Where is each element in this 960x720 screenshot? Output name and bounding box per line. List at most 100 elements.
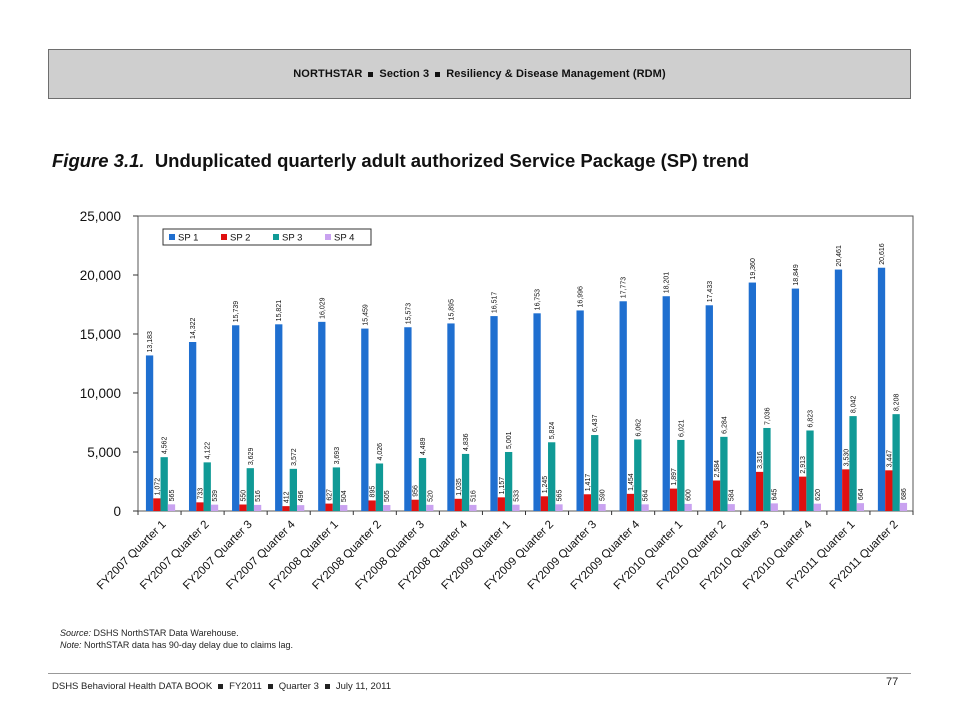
note-text: NorthSTAR data has 90-day delay due to c… — [84, 640, 293, 650]
bar-sp1 — [576, 310, 584, 511]
data-label: 600 — [686, 489, 693, 501]
data-label: 20,616 — [879, 243, 886, 265]
data-label: 15,895 — [448, 299, 455, 321]
figure-label: Figure 3.1. — [52, 150, 145, 171]
bar-sp3 — [892, 414, 900, 511]
data-label: 14,322 — [190, 317, 197, 339]
data-label: 565 — [169, 490, 176, 502]
data-label: 4,122 — [205, 442, 212, 460]
data-label: 2,584 — [714, 460, 721, 478]
data-label: 5,824 — [549, 422, 556, 440]
bar-sp2 — [497, 497, 505, 511]
bullet-square-icon — [324, 683, 330, 689]
data-label: 15,573 — [405, 303, 412, 325]
data-label: 5,001 — [506, 431, 513, 449]
data-label: 16,996 — [578, 286, 585, 308]
header-text: NORTHSTAR Section 3 Resiliency & Disease M… — [293, 68, 665, 80]
data-label: 18,201 — [664, 272, 671, 294]
bar-sp3 — [591, 435, 599, 511]
data-label: 516 — [255, 490, 262, 502]
bar-sp3 — [203, 462, 211, 511]
data-label: 6,062 — [635, 419, 642, 437]
data-label: 3,316 — [757, 451, 764, 469]
legend-label: SP 3 — [282, 233, 302, 244]
bar-sp2 — [153, 498, 161, 511]
data-label: 565 — [556, 490, 563, 502]
data-label: 3,693 — [334, 447, 341, 465]
bar-sp1 — [619, 301, 627, 511]
data-label: 516 — [470, 490, 477, 502]
data-label: 19,360 — [750, 258, 757, 280]
y-tick-label: 0 — [113, 504, 121, 519]
data-label: 533 — [513, 490, 520, 502]
bar-sp4 — [899, 502, 908, 511]
bar-sp1 — [748, 282, 757, 511]
source-line: Source: DSHS NorthSTAR Data Warehouse. — [60, 627, 293, 639]
data-label: 15,739 — [233, 301, 240, 323]
data-label: 1,072 — [154, 478, 161, 496]
data-label: 1,454 — [628, 473, 635, 491]
data-label: 584 — [729, 489, 736, 501]
footer-text: DSHS Behavioral Health DATA BOOK FY2011 Qu… — [52, 681, 391, 692]
data-label: 627 — [327, 489, 334, 501]
y-tick-label: 25,000 — [80, 209, 121, 224]
bar-sp4 — [641, 504, 649, 511]
bar-sp3 — [418, 458, 427, 511]
bar-sp4 — [856, 503, 865, 511]
data-label: 956 — [413, 485, 420, 497]
bar-sp4 — [684, 503, 692, 511]
data-label: 733 — [197, 488, 204, 500]
data-label: 590 — [600, 489, 607, 501]
bar-sp1 — [188, 342, 197, 511]
bar-sp2 — [454, 498, 462, 511]
data-label: 686 — [901, 488, 908, 500]
data-label: 17,433 — [707, 281, 714, 303]
bar-sp2 — [583, 494, 592, 511]
bullet-square-icon — [218, 683, 224, 689]
data-label: 4,026 — [377, 443, 384, 461]
source-notes: Source: DSHS NorthSTAR Data Warehouse. N… — [60, 627, 293, 651]
bar-sp1 — [404, 327, 412, 511]
data-label: 2,913 — [800, 456, 807, 474]
data-label: 6,823 — [808, 410, 815, 428]
note-line: Note: NorthSTAR data has 90-day delay du… — [60, 639, 293, 651]
data-label: 16,029 — [319, 297, 326, 319]
page-number: 77 — [886, 676, 899, 688]
bar-sp3 — [160, 457, 168, 511]
bar-sp1 — [145, 355, 154, 511]
data-label: 505 — [384, 490, 391, 502]
footer-part-2: FY2011 — [229, 681, 262, 692]
data-label: 504 — [341, 490, 348, 502]
bar-sp3 — [548, 442, 556, 511]
bar-sp1 — [447, 323, 455, 511]
source-text: DSHS NorthSTAR Data Warehouse. — [93, 628, 239, 638]
bar-sp4 — [210, 504, 219, 511]
bar-sp1 — [791, 288, 800, 511]
legend-swatch — [273, 234, 279, 240]
figure-title-text: Unduplicated quarterly adult authorized … — [154, 150, 750, 171]
bar-sp4 — [512, 504, 520, 511]
data-label: 1,245 — [542, 476, 549, 494]
data-label: 3,447 — [886, 450, 893, 468]
data-label: 6,437 — [592, 414, 599, 432]
data-label: 620 — [815, 489, 822, 501]
data-label: 564 — [643, 490, 650, 502]
data-label: 1,417 — [585, 474, 592, 492]
bar-sp4 — [555, 504, 563, 511]
footer-part-3: Quarter 3 — [278, 681, 319, 692]
bar-sp3 — [806, 430, 814, 511]
bar-sp4 — [296, 505, 305, 511]
data-label: 18,849 — [793, 264, 800, 286]
footer-part-1: DSHS Behavioral Health DATA BOOK — [52, 681, 213, 692]
data-label: 17,773 — [621, 277, 628, 299]
bar-sp4 — [598, 504, 606, 511]
bar-sp2 — [626, 493, 635, 511]
data-label: 16,753 — [535, 289, 542, 311]
note-label: Note: — [60, 640, 82, 650]
data-label: 4,489 — [420, 437, 427, 455]
data-label: 539 — [212, 490, 219, 502]
bar-sp3 — [504, 451, 513, 511]
legend-swatch — [325, 234, 331, 240]
data-label: 520 — [427, 490, 434, 502]
legend-label: SP 2 — [230, 233, 250, 244]
